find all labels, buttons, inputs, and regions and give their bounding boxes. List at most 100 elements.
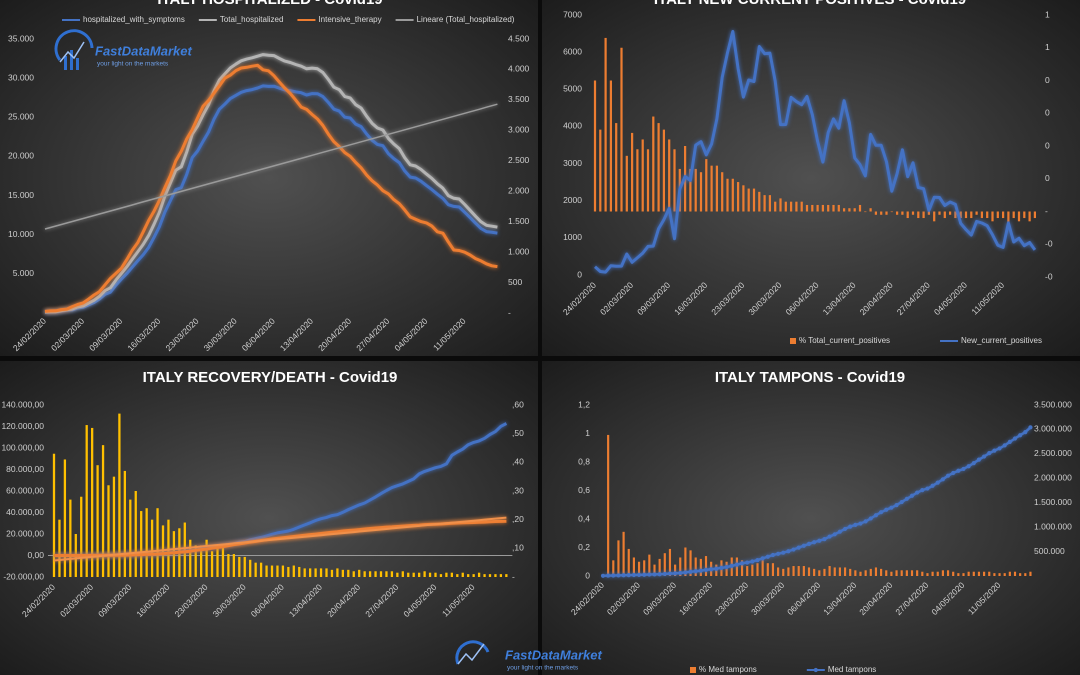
bar <box>423 571 426 577</box>
y-tick-label: 4000 <box>563 121 582 131</box>
marker <box>827 534 832 539</box>
bar <box>319 568 323 577</box>
y2-tick-label: 2.500 <box>508 155 530 165</box>
x-tick-label: 30/03/2020 <box>211 582 248 619</box>
y2-tick-label: 0 <box>1045 140 1050 150</box>
bar <box>341 569 344 577</box>
bar <box>710 165 713 212</box>
marker <box>755 558 760 563</box>
marker <box>971 460 976 466</box>
bar <box>797 566 800 576</box>
y-tick-label: 0,4 <box>578 513 590 523</box>
bar <box>905 570 908 576</box>
bar <box>467 574 470 577</box>
logo-name: FastDataMarket <box>505 647 602 662</box>
y-tick-label: 120.000,00 <box>1 421 44 431</box>
bar <box>837 204 840 212</box>
bar <box>134 491 137 577</box>
x-tick-label: 27/04/2020 <box>354 316 391 353</box>
marker <box>739 561 745 566</box>
bar <box>330 569 334 577</box>
marker <box>920 488 925 493</box>
marker <box>631 572 637 578</box>
marker <box>724 564 729 570</box>
marker <box>904 496 909 501</box>
bar <box>80 496 83 577</box>
marker <box>719 565 724 571</box>
bar <box>917 211 920 219</box>
bar <box>704 556 708 576</box>
marker <box>915 490 920 495</box>
bar <box>859 571 862 576</box>
bar <box>254 562 257 577</box>
x-tick-label: 02/03/2020 <box>58 582 95 619</box>
marker <box>997 446 1002 451</box>
y-tick-label: 7000 <box>563 9 582 19</box>
bar <box>625 155 628 212</box>
bar <box>699 558 702 576</box>
marker <box>873 513 879 518</box>
marker <box>745 560 750 565</box>
y2-tick-label: 2.000 <box>508 185 530 195</box>
bar <box>439 574 443 577</box>
bar <box>922 211 925 219</box>
bar <box>998 573 1001 576</box>
bar <box>1017 211 1021 222</box>
marker <box>1007 439 1012 444</box>
bar <box>636 149 639 212</box>
bar <box>85 425 88 577</box>
bar <box>609 80 613 212</box>
y2-tick-label: ,10 <box>512 543 524 553</box>
bar <box>632 557 635 576</box>
marker <box>776 551 781 556</box>
bar <box>472 574 475 577</box>
line <box>594 30 1037 274</box>
y-tick-label: 100.000,00 <box>1 442 44 452</box>
y2-tick-label: ,50 <box>512 428 524 438</box>
marker <box>616 573 621 578</box>
bar <box>910 570 914 576</box>
bar <box>368 571 372 577</box>
bar <box>167 519 170 577</box>
bar <box>880 568 883 576</box>
marker <box>642 572 647 577</box>
bar <box>890 571 893 576</box>
bar <box>740 560 744 576</box>
bar <box>499 574 503 577</box>
y-tick-label: 0,2 <box>578 542 590 552</box>
y-tick-label: 25.000 <box>8 112 34 122</box>
bar <box>216 548 219 577</box>
legend-label: % Total_current_positives <box>799 336 890 345</box>
x-tick-label: 11/05/2020 <box>966 580 1003 617</box>
x-tick-label: 09/03/2020 <box>96 582 133 619</box>
y-tick-label: 1 <box>585 428 590 438</box>
bar <box>612 560 615 576</box>
logo-bar <box>70 50 73 70</box>
legend-label: Lineare (Total_hospitalized) <box>417 15 515 24</box>
bar <box>673 149 676 212</box>
marker <box>760 556 765 561</box>
bar <box>694 168 697 212</box>
x-tick-label: 04/05/2020 <box>932 280 969 317</box>
marker <box>884 507 889 512</box>
bar <box>792 566 795 576</box>
bar <box>622 531 625 576</box>
bar <box>885 570 888 576</box>
bar <box>921 571 924 576</box>
bar <box>986 211 989 219</box>
legend-key <box>790 338 796 344</box>
y-tick-label: 5.000 <box>13 268 35 278</box>
marker <box>734 562 740 567</box>
line <box>44 103 498 230</box>
bar <box>758 191 761 212</box>
marker <box>678 570 683 576</box>
bar <box>927 211 931 215</box>
y2-tick-label: 0 <box>1045 173 1050 183</box>
bar <box>800 201 803 212</box>
bar <box>69 499 72 577</box>
y2-tick-label: - <box>508 307 511 317</box>
bar <box>777 567 780 576</box>
y2-tick-label: - <box>512 571 515 581</box>
bar <box>726 178 729 212</box>
logo: FastDataMarket your light on the markets <box>455 640 602 672</box>
